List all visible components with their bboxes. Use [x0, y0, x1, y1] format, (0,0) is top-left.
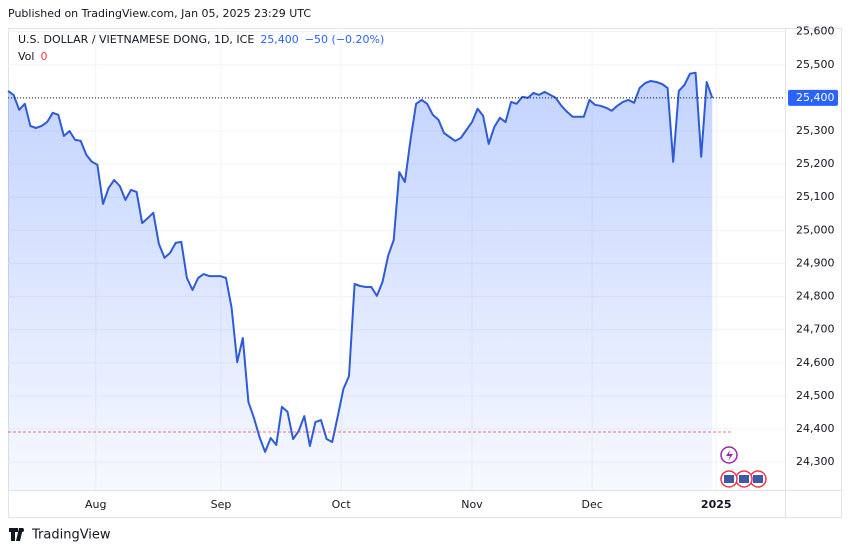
brand-name: TradingView: [31, 528, 111, 543]
symbol-title: U.S. DOLLAR / VIETNAMESE DONG, 1D, ICE: [18, 33, 254, 46]
y-tick-label: 24,300: [796, 455, 835, 468]
y-tick-label: 25,600: [796, 25, 835, 38]
volume-label: Vol: [18, 50, 34, 63]
price: 25,400: [260, 33, 299, 46]
y-tick-label: 25,100: [796, 190, 835, 203]
y-tick-label: 24,600: [796, 356, 835, 369]
x-tick-label: Dec: [581, 498, 602, 511]
area-fill: [8, 72, 713, 490]
y-tick-label: 24,700: [796, 323, 835, 336]
x-tick-label: Aug: [85, 498, 106, 511]
x-tick-label: Sep: [211, 498, 232, 511]
last-price-label: 25,400: [796, 91, 835, 104]
volume-legend: Vol 0: [18, 50, 47, 63]
y-tick-label: 24,800: [796, 290, 835, 303]
last-price-box: [788, 89, 838, 106]
volume-value: 0: [40, 50, 47, 63]
brand-logo: [9, 528, 24, 541]
event-icons: [720, 446, 767, 488]
y-tick-label: 25,200: [796, 157, 835, 170]
x-tick-label: Nov: [461, 498, 483, 511]
y-tick-label: 25,300: [796, 124, 835, 137]
y-tick-label: 25,000: [796, 223, 835, 236]
x-tick-label: 2025: [701, 498, 732, 511]
y-tick-label: 24,500: [796, 389, 835, 402]
y-tick-label: 24,400: [796, 422, 835, 435]
legend-header: U.S. DOLLAR / VIETNAMESE DONG, 1D, ICE 25…: [18, 33, 384, 46]
published-note: Published on TradingView.com, Jan 05, 20…: [8, 7, 311, 20]
price-change: −50 (−0.20%): [305, 33, 384, 46]
x-tick-label: Oct: [332, 498, 352, 511]
y-tick-label: 25,500: [796, 58, 835, 71]
price-line: [7, 71, 714, 453]
axes: 24,300 24,400 24,500 24,600 24,700 24,800 24,9…: [85, 25, 838, 511]
plot: [7, 71, 785, 490]
y-tick-label: 24,900: [796, 256, 835, 269]
